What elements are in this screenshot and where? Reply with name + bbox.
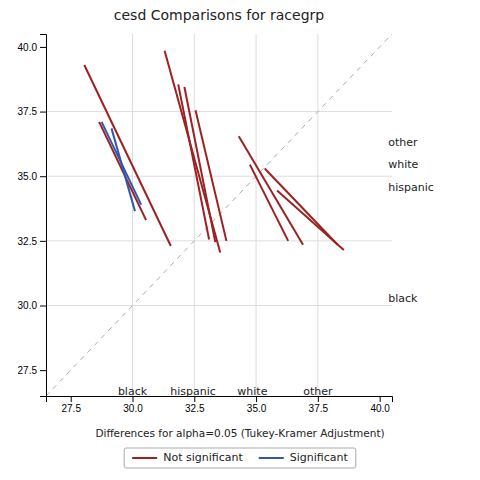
legend-title: Differences for alpha=0.05 (Tukey-Kramer… — [95, 427, 384, 439]
x-axis-line — [47, 397, 393, 403]
legend-label: Significant — [290, 451, 349, 464]
x-tick-label: 27.5 — [61, 403, 81, 414]
x-tick: 37.5 — [309, 396, 329, 414]
group-mean-line — [194, 34, 195, 396]
y-tick-label: 30.0 — [18, 300, 38, 311]
group-mean-line — [46, 111, 392, 112]
y-axis: 27.5 30.0 32.5 35.0 37.5 40.0 — [18, 35, 47, 397]
y-group-label: hispanic — [388, 181, 434, 194]
y-tick-mark — [40, 306, 46, 307]
comparison-segment — [99, 122, 146, 220]
x-tick-label: 30.0 — [123, 403, 143, 414]
legend-label: Not significant — [163, 451, 243, 464]
comparison-segment — [84, 65, 171, 246]
plot-area: 27.5 30.0 32.5 35.0 37.5 40.0 27.5 30.0 32.5 35.0… — [18, 34, 434, 414]
y-group-label: black — [388, 292, 418, 305]
group-mean-line — [317, 34, 318, 396]
y-tick: 27.5 — [18, 365, 46, 376]
y-tick-mark — [40, 112, 46, 113]
comparison-segment — [239, 136, 303, 245]
group-mean-line — [256, 34, 257, 396]
y-tick: 40.0 — [18, 42, 46, 53]
y-axis-line — [40, 35, 47, 397]
x-tick: 27.5 — [61, 396, 81, 414]
y-tick: 35.0 — [18, 171, 46, 182]
y-tick-mark — [40, 241, 46, 242]
group-mean-line — [46, 305, 392, 306]
x-tick-mark — [380, 396, 381, 402]
x-tick: 35.0 — [247, 396, 267, 414]
comparison-segment — [165, 51, 221, 253]
group-mean-line — [46, 240, 392, 241]
y-tick-label: 35.0 — [18, 171, 38, 182]
y-tick-label: 27.5 — [18, 365, 38, 376]
x-tick-label: 37.5 — [309, 403, 329, 414]
group-mean-line — [46, 176, 392, 177]
y-tick-mark — [40, 176, 46, 177]
diagonal-reference — [46, 34, 392, 396]
legend-item: Not significant — [132, 451, 243, 464]
x-tick-label: 32.5 — [185, 403, 205, 414]
y-tick-label: 40.0 — [18, 42, 38, 53]
legend-item: Significant — [259, 451, 349, 464]
x-tick-label: 40.0 — [370, 403, 390, 414]
y-tick: 37.5 — [18, 106, 46, 117]
x-tick: 32.5 — [185, 396, 205, 414]
y-group-label: white — [388, 158, 418, 171]
title: cesd Comparisons for racegrp — [114, 7, 324, 23]
y-tick-mark — [40, 47, 46, 48]
comparison-segment — [277, 190, 344, 249]
legend: Not significant Significant — [124, 448, 356, 468]
comparison-segment — [111, 128, 134, 211]
comparison-segment — [196, 110, 227, 241]
group-mean-line — [132, 34, 133, 396]
y-group-label: other — [388, 136, 418, 149]
x-tick: 40.0 — [370, 396, 390, 414]
x-group-label: hispanic — [170, 385, 216, 398]
legend-box — [124, 448, 356, 468]
x-axis: 27.5 30.0 32.5 35.0 37.5 40.0 — [47, 396, 393, 414]
chart: cesd Comparisons for racegrp 27.5 30.0 32.5… — [0, 0, 480, 480]
comparison-segment — [178, 84, 209, 239]
marks — [46, 34, 392, 396]
comparison-segment — [265, 168, 338, 244]
y-tick: 32.5 — [18, 236, 46, 247]
group-labels: black hispanic white other other white hispani… — [118, 136, 434, 398]
legend-swatch — [259, 457, 284, 459]
x-tick-mark — [71, 396, 72, 402]
comparison-segment — [250, 165, 288, 241]
y-tick: 30.0 — [18, 300, 46, 311]
legend-swatch — [132, 457, 157, 459]
x-tick-label: 35.0 — [247, 403, 267, 414]
y-tick-mark — [40, 370, 46, 371]
x-group-label: white — [237, 385, 267, 398]
y-tick-label: 37.5 — [18, 106, 38, 117]
comparison-segment — [184, 87, 215, 242]
x-group-label: black — [118, 385, 148, 398]
y-tick-label: 32.5 — [18, 236, 38, 247]
x-tick: 30.0 — [123, 396, 143, 414]
x-group-label: other — [303, 385, 333, 398]
